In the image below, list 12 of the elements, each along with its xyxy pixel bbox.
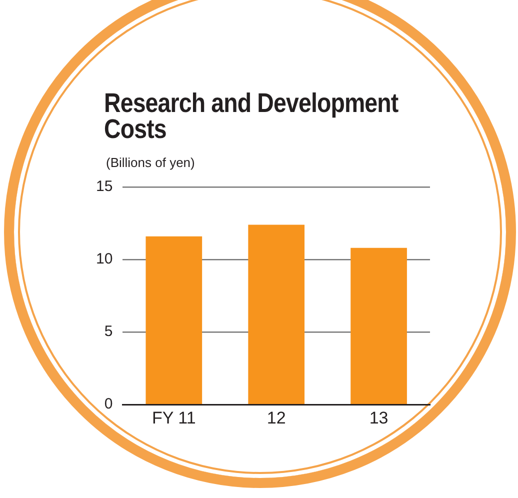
x-tick-label: 13 [369,408,388,428]
y-tick-label: 5 [104,323,113,340]
bar [350,248,407,404]
x-tick-label: 12 [266,408,286,428]
y-tick-label: 15 [96,178,113,196]
chart-subtitle: (Billions of yen) [106,155,195,170]
bar [146,236,202,404]
y-tick-label: 10 [96,250,113,268]
y-tick-label: 0 [104,396,113,413]
chart-title: Research and Development Costs [104,88,400,144]
bar [248,224,305,404]
x-tick-label: FY 11 [152,408,196,428]
